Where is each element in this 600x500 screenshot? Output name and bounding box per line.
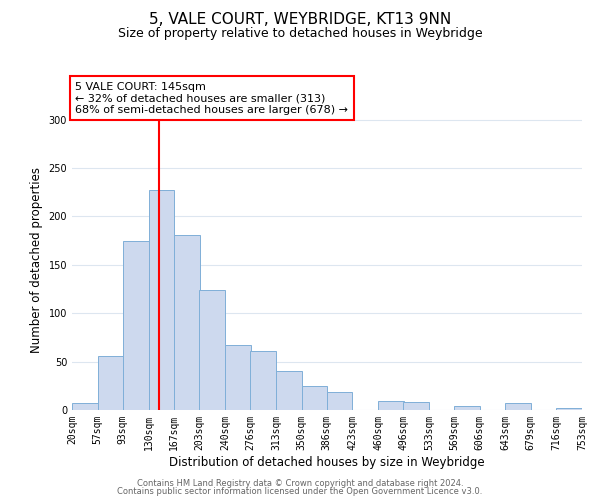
Text: Contains public sector information licensed under the Open Government Licence v3: Contains public sector information licen… <box>118 487 482 496</box>
Bar <box>302 386 328 410</box>
Bar <box>250 351 276 410</box>
Bar <box>505 403 531 410</box>
Text: Size of property relative to detached houses in Weybridge: Size of property relative to detached ho… <box>118 28 482 40</box>
Bar <box>123 240 149 410</box>
Bar <box>454 406 480 410</box>
Bar <box>174 235 200 410</box>
Y-axis label: Number of detached properties: Number of detached properties <box>30 167 43 353</box>
Text: 5 VALE COURT: 145sqm
← 32% of detached houses are smaller (313)
68% of semi-deta: 5 VALE COURT: 145sqm ← 32% of detached h… <box>76 82 349 115</box>
Text: 5, VALE COURT, WEYBRIDGE, KT13 9NN: 5, VALE COURT, WEYBRIDGE, KT13 9NN <box>149 12 451 28</box>
Bar <box>403 402 429 410</box>
Bar <box>149 190 174 410</box>
Bar <box>72 403 98 410</box>
Bar <box>326 392 352 410</box>
Bar <box>98 356 124 410</box>
X-axis label: Distribution of detached houses by size in Weybridge: Distribution of detached houses by size … <box>169 456 485 468</box>
Bar <box>556 408 582 410</box>
Bar <box>225 345 251 410</box>
Bar <box>276 372 302 410</box>
Text: Contains HM Land Registry data © Crown copyright and database right 2024.: Contains HM Land Registry data © Crown c… <box>137 478 463 488</box>
Bar <box>199 290 225 410</box>
Bar <box>378 402 404 410</box>
